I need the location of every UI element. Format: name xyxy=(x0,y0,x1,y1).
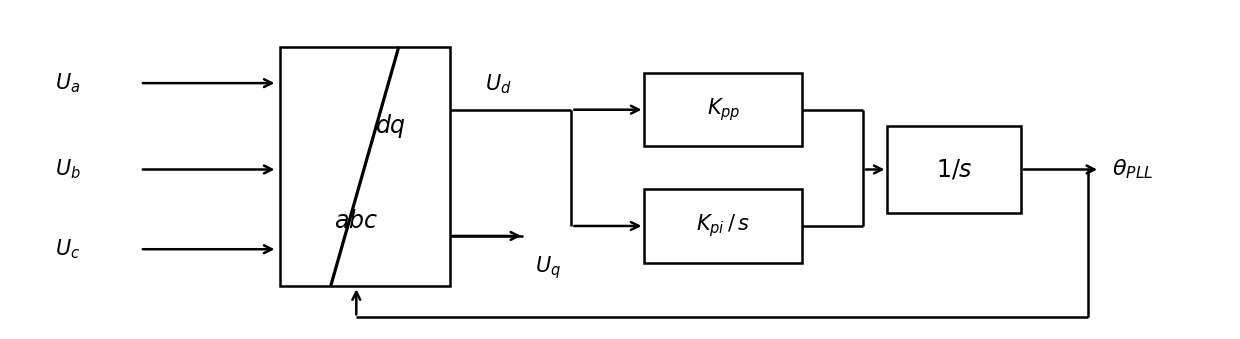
FancyBboxPatch shape xyxy=(280,46,450,286)
Text: $U_b$: $U_b$ xyxy=(55,158,81,181)
Text: $abc$: $abc$ xyxy=(335,210,378,233)
Text: $dq$: $dq$ xyxy=(374,112,405,140)
Text: $U_a$: $U_a$ xyxy=(55,71,81,95)
FancyBboxPatch shape xyxy=(888,126,1021,213)
Text: $\theta_{PLL}$: $\theta_{PLL}$ xyxy=(1112,158,1153,181)
Text: $K_{pi}\,/\,s$: $K_{pi}\,/\,s$ xyxy=(697,213,750,239)
Text: $U_q$: $U_q$ xyxy=(534,254,560,281)
FancyBboxPatch shape xyxy=(645,190,802,262)
Text: $K_{pp}$: $K_{pp}$ xyxy=(707,96,740,123)
Text: $1/s$: $1/s$ xyxy=(936,158,972,181)
Text: $U_d$: $U_d$ xyxy=(485,73,512,96)
FancyBboxPatch shape xyxy=(645,73,802,146)
Text: $U_c$: $U_c$ xyxy=(55,237,81,261)
